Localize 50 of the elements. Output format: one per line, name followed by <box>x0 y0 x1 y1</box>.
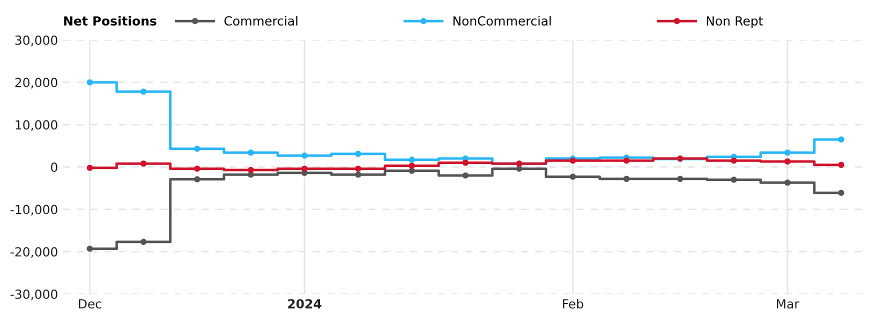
point <box>355 166 362 172</box>
point <box>570 174 576 180</box>
legend-label: Commercial <box>224 16 298 26</box>
point <box>462 172 469 179</box>
x-tick-label: Mar <box>776 299 800 309</box>
point <box>408 168 415 174</box>
point <box>462 160 469 166</box>
point <box>86 246 93 252</box>
point <box>86 164 93 171</box>
x-tick-label: Feb <box>562 298 584 309</box>
point <box>301 152 308 159</box>
point <box>408 156 415 163</box>
point <box>623 158 630 164</box>
point <box>838 162 844 168</box>
chart-title: Net Positions <box>64 16 156 26</box>
point <box>838 190 844 196</box>
point <box>784 158 791 165</box>
point <box>623 176 630 182</box>
legend-label: NonCommercial <box>453 16 551 26</box>
y-tick-label: -10,000 <box>10 204 58 216</box>
y-tick-label: 20,000 <box>15 78 58 89</box>
point <box>248 149 254 156</box>
point <box>194 176 200 182</box>
y-tick-label: 30,000 <box>15 35 58 46</box>
point <box>784 180 791 186</box>
legend-label: Non Rept <box>706 16 763 28</box>
y-tick-label: 0 <box>51 162 58 172</box>
point <box>355 150 362 157</box>
point <box>248 166 254 174</box>
point <box>730 158 737 164</box>
point <box>140 88 147 95</box>
point <box>140 238 147 246</box>
point <box>784 149 791 156</box>
y-tick-label: 10,000 <box>16 120 58 131</box>
point <box>140 160 147 167</box>
point <box>838 136 844 143</box>
point <box>730 176 737 183</box>
point <box>86 79 93 86</box>
point <box>677 176 684 182</box>
point <box>301 166 308 172</box>
point <box>194 166 200 172</box>
y-tick-label: -20,000 <box>10 247 58 258</box>
y-tick-label: -30,000 <box>10 289 58 300</box>
point <box>355 171 362 178</box>
x-tick-label: Dec <box>78 299 102 309</box>
x-tick-label: 2024 <box>288 299 322 309</box>
point <box>194 146 200 152</box>
point <box>516 166 522 172</box>
point <box>408 162 415 169</box>
point <box>570 158 576 164</box>
